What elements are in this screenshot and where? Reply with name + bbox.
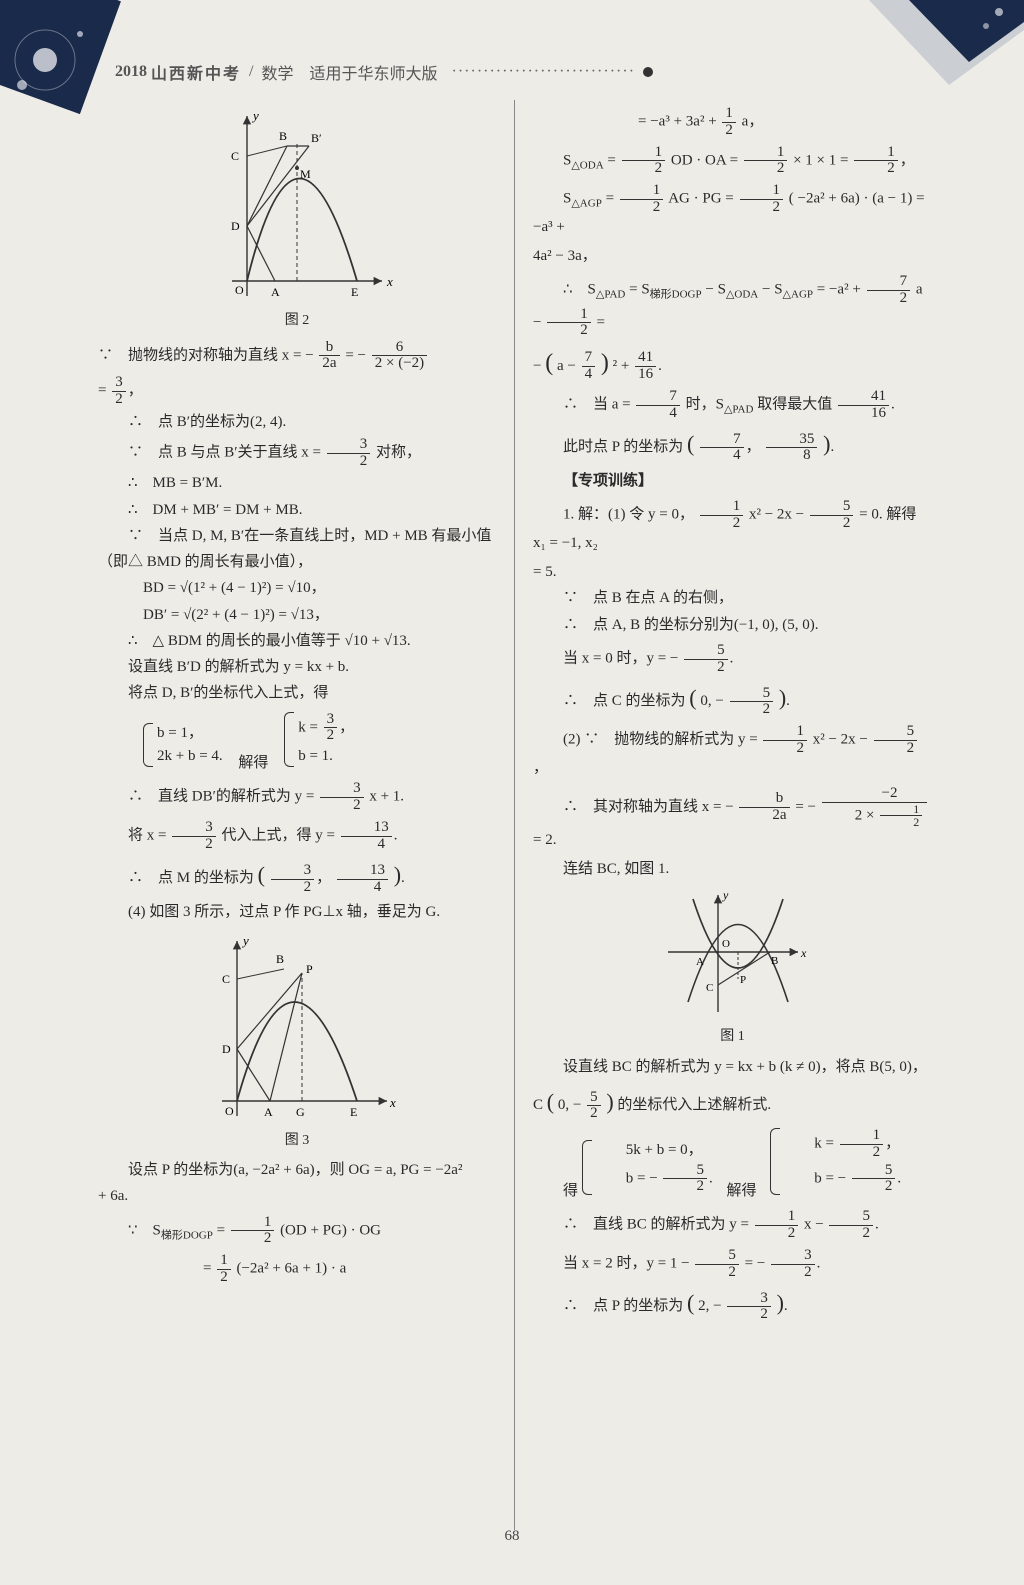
l04: ∵ 点 B 与点 B′关于直线 x = 32 对称， — [98, 437, 496, 470]
l11: ∴ △ BDM 的周长的最小值等于 √10 + √13. — [98, 630, 496, 653]
svg-text:y: y — [241, 933, 249, 948]
l05: ∴ MB = B′M. — [98, 472, 496, 495]
svg-text:P: P — [740, 974, 746, 986]
header-sep: / — [249, 63, 253, 81]
l18: 设点 P 的坐标为(a, −2a² + 6a)，则 OG = a, PG = −… — [98, 1159, 496, 1182]
l18b: + 6a. — [98, 1185, 496, 1208]
svg-text:x: x — [800, 946, 807, 960]
r02: S△AGP = 12 AG · PG = 12 ( −2a² + 6a) · (… — [533, 183, 932, 239]
svg-text:x: x — [386, 274, 393, 289]
svg-text:D: D — [231, 219, 240, 233]
l16: ∴ 点 M 的坐标为 ( 32， 134 ).. — [98, 858, 496, 895]
fig1-svg: x y O A B C P — [658, 887, 808, 1022]
svg-text:O: O — [722, 938, 730, 950]
content: x y O C D B B′ M A E — [90, 100, 940, 1530]
l02: = 32， — [98, 375, 496, 408]
fig3-caption: 图 3 — [98, 1130, 496, 1152]
right-column: = −a³ + 3a² + 12 a， S△ODA = 12 OD · OA =… — [515, 100, 940, 1530]
brace1: b = 1， 2k + b = 4. 解得 k = 32， b = 1. — [98, 712, 496, 776]
svg-text:A: A — [271, 285, 280, 299]
svg-text:B: B — [279, 129, 287, 143]
svg-text:G: G — [296, 1105, 305, 1119]
header-brand: 山西新中考 — [151, 60, 241, 84]
header-dots: ····························· — [452, 63, 636, 81]
page-number: 68 — [0, 1528, 1024, 1545]
svg-text:A: A — [696, 956, 704, 968]
svg-text:C: C — [231, 149, 239, 163]
figure-3: x y O C D B P A G E — [98, 931, 496, 1126]
r03: ∴ S△PAD = S梯形DOGP − S△ODA − S△AGP = −a² … — [533, 274, 932, 339]
r11: 当 x = 0 时，y = − 52. — [533, 643, 932, 676]
r16: 设直线 BC 的解析式为 y = kx + b (k ≠ 0)，将点 B(5, … — [533, 1056, 932, 1079]
l01: ∵ 抛物线的对称轴为直线 x = − b2a = − 62 × (−2) — [98, 340, 496, 373]
svg-text:B′: B′ — [311, 131, 322, 145]
r13: (2) ∵ 抛物线的解析式为 y = 12 x² − 2x − 52， — [533, 724, 932, 780]
left-column: x y O C D B B′ M A E — [90, 100, 515, 1530]
svg-text:B: B — [771, 955, 778, 967]
svg-text:A: A — [264, 1105, 273, 1119]
svg-text:P: P — [306, 962, 313, 976]
fig2-svg: x y O C D B B′ M A E — [197, 106, 397, 306]
r07: 【专项训练】 — [533, 470, 932, 493]
r19: ∴ 直线 BC 的解析式为 y = 12 x − 52. — [533, 1209, 932, 1242]
svg-text:D: D — [222, 1042, 231, 1056]
l19: ∵ S梯形DOGP = 12 (OD + PG) · OG — [98, 1215, 496, 1248]
r01: S△ODA = 12 OD · OA = 12 × 1 × 1 = 12， — [533, 145, 932, 178]
figure-2: x y O C D B B′ M A E — [98, 106, 496, 306]
l06: ∴ DM + MB′ = DM + MB. — [98, 499, 496, 522]
r18: 得 5k + b = 0， b = − 52. 解得 k = 12， — [533, 1128, 932, 1203]
r09: ∵ 点 B 在点 A 的右侧， — [533, 587, 932, 610]
svg-text:C: C — [222, 972, 230, 986]
fig1-caption: 图 1 — [533, 1026, 932, 1048]
header-bullet — [643, 67, 653, 77]
svg-text:x: x — [389, 1095, 396, 1110]
r06: 此时点 P 的坐标为 ( 74， 358 ). — [533, 427, 932, 464]
r17: C ( 0, − 52 ) 的坐标代入上述解析式. — [533, 1085, 932, 1122]
header-year: 2018 — [115, 63, 147, 81]
l13: 将点 D, B′的坐标代入上式，得 — [98, 682, 496, 705]
svg-text:y: y — [251, 108, 259, 123]
fig3-svg: x y O C D B P A G E — [192, 931, 402, 1126]
corner-decor-right — [814, 0, 1024, 100]
r15: 连结 BC, 如图 1. — [533, 858, 932, 881]
l15: 将 x = 32 代入上式，得 y = 134. — [98, 820, 496, 853]
r12: ∴ 点 C 的坐标为 ( 0, − 52 ). — [533, 681, 932, 718]
r02e: 4a² − 3a， — [533, 245, 932, 268]
l14: ∴ 直线 DB′的解析式为 y = 32 x + 1. — [98, 781, 496, 814]
page-root: 2018 山西新中考 / 数学 适用于华东师大版 ···············… — [0, 0, 1024, 1585]
header: 2018 山西新中考 / 数学 适用于华东师大版 ···············… — [115, 60, 653, 84]
l07: ∵ 当点 D, M, B′在一条直线上时，MD + MB 有最小值 — [98, 525, 496, 548]
l09: BD = √(1² + (4 − 1)²) = √10， — [98, 577, 496, 600]
l08: （即△ BMD 的周长有最小值）， — [98, 551, 496, 574]
r04: − ( a − 74 ) ² + 4116. — [533, 345, 932, 383]
l03: ∴ 点 B′的坐标为(2, 4). — [98, 411, 496, 434]
svg-text:M: M — [300, 167, 311, 181]
l10: DB′ = √(2² + (4 − 1)²) = √13， — [98, 604, 496, 627]
l17: (4) 如图 3 所示，过点 P 作 PG⊥x 轴，垂足为 G. — [98, 901, 496, 924]
svg-text:C: C — [706, 982, 713, 994]
svg-text:B: B — [276, 952, 284, 966]
r05: ∴ 当 a = 74 时，S△PAD 取得最大值 4116. — [533, 389, 932, 422]
header-edition: 适用于华东师大版 — [309, 60, 437, 84]
r08: 1. 解：(1) 令 y = 0， 12 x² − 2x − 52 = 0. 解… — [533, 499, 932, 555]
figure-1: x y O A B C P — [533, 887, 932, 1022]
svg-text:E: E — [350, 1105, 357, 1119]
r14: ∴ 其对称轴为直线 x = − b2a = − −2 2 × 12 = 2. — [533, 786, 932, 852]
r20: 当 x = 2 时，y = 1 − 52 = − 32. — [533, 1248, 932, 1281]
r10: ∴ 点 A, B 的坐标分别为(−1, 0), (5, 0). — [533, 614, 932, 637]
l20: = 12 (−2a² + 6a + 1) · a — [98, 1253, 496, 1286]
l12: 设直线 B′D 的解析式为 y = kx + b. — [98, 656, 496, 679]
svg-text:O: O — [235, 283, 244, 297]
svg-text:O: O — [225, 1104, 234, 1118]
r08d: = 5. — [533, 561, 932, 584]
r21: ∴ 点 P 的坐标为 ( 2, − 32 ). — [533, 1286, 932, 1323]
fig2-caption: 图 2 — [98, 310, 496, 332]
svg-text:y: y — [722, 888, 729, 902]
r00: = −a³ + 3a² + 12 a， — [533, 106, 932, 139]
svg-text:E: E — [351, 285, 358, 299]
header-subject: 数学 — [261, 60, 293, 84]
